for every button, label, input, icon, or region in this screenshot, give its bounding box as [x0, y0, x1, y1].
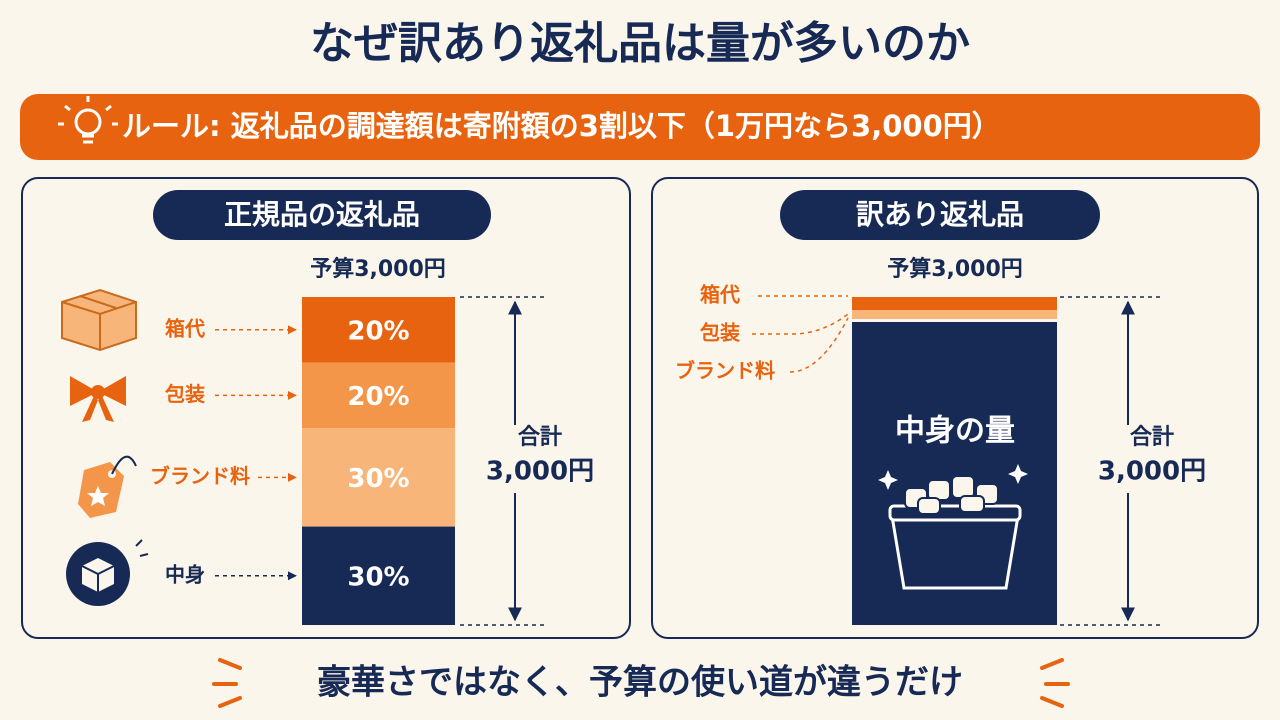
- box-icon: [61, 288, 137, 352]
- segment-label: ブランド料: [150, 464, 250, 488]
- segment-value: 20%: [347, 382, 409, 412]
- left-panel: [21, 177, 631, 639]
- rule-banner: [20, 94, 1260, 160]
- bar-segment: [302, 297, 455, 363]
- left-guides: [460, 296, 546, 626]
- segment-label: 中身: [165, 562, 205, 586]
- right-label-leaders: [752, 295, 849, 373]
- bar-segment: [302, 362, 455, 429]
- right-heading-pill: [780, 190, 1100, 240]
- left-total-value: 3,000円: [486, 457, 594, 487]
- right-total-label: 合計: [1130, 424, 1174, 450]
- footer: 豪華さではなく、予算の使い道が違うだけ: [317, 663, 963, 703]
- bar-segment: [302, 428, 455, 527]
- right-panel: [651, 177, 1259, 639]
- bar-segment: [302, 526, 455, 625]
- right-label: ブランド料: [675, 359, 775, 383]
- content-label: 中身の量: [895, 414, 1015, 449]
- right-pack-strip: [852, 310, 1057, 319]
- left-budget: 予算3,000円: [310, 256, 446, 282]
- segment-label: 箱代: [165, 316, 205, 340]
- right-label: 箱代: [700, 283, 740, 307]
- right-guides: [1060, 296, 1160, 626]
- left-total-bg: [478, 425, 598, 493]
- left-heading-pill: [153, 190, 491, 240]
- tag-icon: [78, 455, 137, 518]
- title: なぜ訳あり返礼品は量が多いのか: [310, 18, 970, 69]
- segment-label: 包装: [164, 382, 206, 406]
- left-total-label: 合計: [518, 424, 562, 450]
- basket-icon: [878, 464, 1028, 590]
- ribbon-icon: [70, 376, 126, 422]
- segment-value: 20%: [347, 316, 409, 346]
- right-budget: 予算3,000円: [887, 256, 1023, 282]
- right-label: 包装: [699, 321, 741, 345]
- left-heading: 正規品の返礼品: [224, 198, 420, 231]
- right-total-value: 3,000円: [1098, 457, 1206, 487]
- segment-value: 30%: [347, 464, 409, 494]
- segment-value: 30%: [347, 562, 409, 592]
- right-heading: 訳あり返礼品: [856, 198, 1024, 231]
- footer-sparks: [212, 658, 1070, 708]
- rule-text: ルール: 返礼品の調達額は寄附額の3割以下（1万円なら3,000円）: [122, 109, 1001, 143]
- bulb-icon: [58, 96, 118, 144]
- cube-icon: [66, 539, 149, 606]
- right-box-strip: [852, 297, 1057, 310]
- right-total-bg: [1090, 425, 1210, 493]
